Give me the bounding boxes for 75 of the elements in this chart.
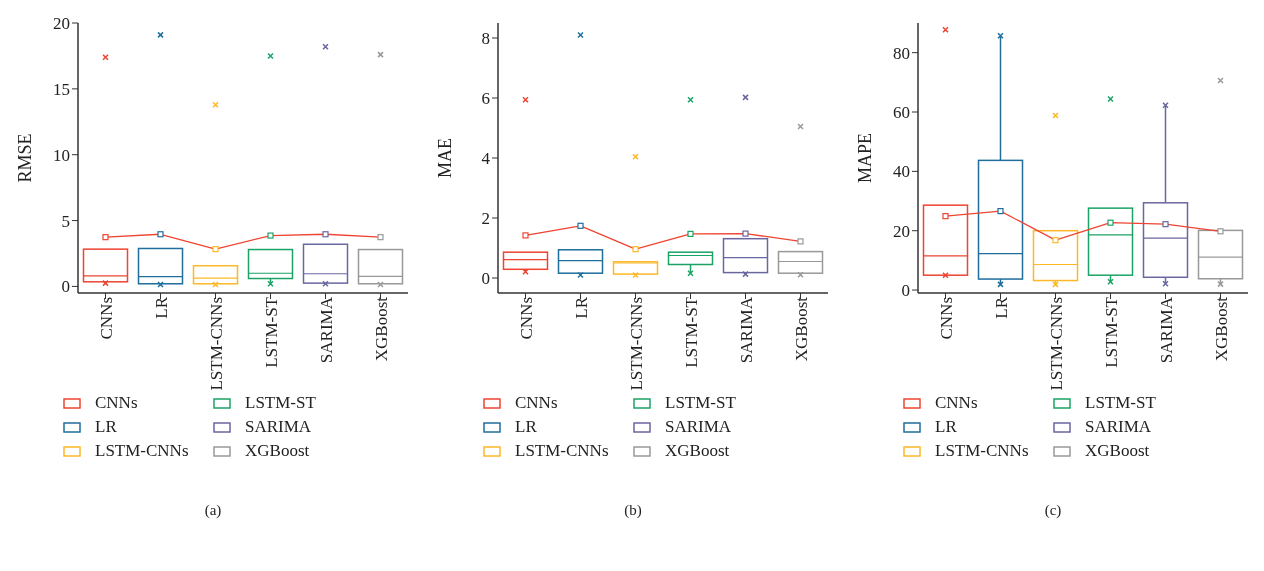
x-tick-label: LSTM-CNNs bbox=[1046, 297, 1066, 391]
y-tick-label: 5 bbox=[61, 211, 70, 231]
text: (a) bbox=[203, 502, 223, 519]
legend-label: SARIMA bbox=[1085, 417, 1152, 437]
point bbox=[212, 246, 219, 253]
x-tick-label: XGBoost bbox=[371, 296, 391, 362]
legend-label: CNNs bbox=[515, 393, 558, 413]
y-tick-label: 20 bbox=[53, 14, 70, 34]
y-tick-label: 80 bbox=[893, 43, 910, 63]
legend-label: XGBoost bbox=[665, 441, 730, 461]
point bbox=[797, 238, 804, 245]
point bbox=[157, 231, 164, 238]
point bbox=[577, 222, 584, 229]
y-tick-label: 2 bbox=[481, 209, 490, 229]
y-tick-label: 0 bbox=[481, 269, 490, 289]
x-tick-label: LSTM-CNNs bbox=[206, 297, 226, 391]
legend-label: LSTM-CNNs bbox=[935, 441, 1029, 461]
point bbox=[1162, 221, 1169, 228]
point bbox=[632, 246, 639, 253]
point bbox=[742, 230, 749, 237]
point bbox=[1217, 228, 1224, 235]
point bbox=[1107, 219, 1114, 226]
x-tick-label: XGBoost bbox=[791, 296, 811, 362]
x-tick-label: SARIMA bbox=[736, 296, 756, 364]
point bbox=[1052, 237, 1059, 244]
x-tick-label: SARIMA bbox=[1156, 296, 1176, 364]
y-tick-label: 6 bbox=[481, 89, 490, 109]
legend-label: SARIMA bbox=[665, 417, 732, 437]
x-tick-label: LR bbox=[151, 296, 171, 319]
y-tick-label: 20 bbox=[893, 221, 910, 241]
legend-label: LSTM-ST bbox=[665, 393, 736, 413]
x-tick-label: LSTM-ST bbox=[681, 296, 701, 368]
legend-label: XGBoost bbox=[245, 441, 310, 461]
x-tick-label: CNNs bbox=[96, 297, 116, 340]
y-axis-title: MAPE bbox=[855, 132, 876, 184]
legend-label: LSTM-CNNs bbox=[515, 441, 609, 461]
y-tick-label: 0 bbox=[61, 277, 70, 297]
x-tick-label: LSTM-ST bbox=[261, 296, 281, 368]
point bbox=[267, 232, 274, 239]
y-tick-label: 0 bbox=[901, 281, 910, 301]
point bbox=[377, 234, 384, 241]
y-tick-label: 4 bbox=[481, 149, 491, 169]
x-tick-label: LR bbox=[571, 296, 591, 319]
point bbox=[522, 232, 529, 239]
legend-label: LR bbox=[515, 417, 537, 437]
text: (b) bbox=[623, 502, 643, 519]
y-tick-label: 8 bbox=[481, 29, 490, 49]
legend-label: LR bbox=[935, 417, 957, 437]
x-tick-label: XGBoost bbox=[1211, 296, 1231, 362]
legend-label: CNNs bbox=[935, 393, 978, 413]
legend-label: LSTM-ST bbox=[245, 393, 316, 413]
y-axis-title: MAE bbox=[435, 138, 456, 178]
point bbox=[997, 208, 1004, 215]
x-tick-label: CNNs bbox=[936, 297, 956, 340]
legend-label: LSTM-CNNs bbox=[95, 441, 189, 461]
legend-label: SARIMA bbox=[245, 417, 312, 437]
x-tick-label: LSTM-ST bbox=[1101, 296, 1121, 368]
legend-label: XGBoost bbox=[1085, 441, 1150, 461]
point bbox=[102, 234, 109, 241]
point bbox=[687, 230, 694, 237]
text: (c) bbox=[1043, 502, 1063, 519]
x-tick-label: CNNs bbox=[516, 297, 536, 340]
y-tick-label: 60 bbox=[893, 103, 910, 123]
x-tick-label: LR bbox=[991, 296, 1011, 319]
y-tick-label: 15 bbox=[53, 79, 70, 99]
point bbox=[942, 213, 949, 220]
y-axis-title: RMSE bbox=[15, 133, 36, 183]
legend-label: LSTM-ST bbox=[1085, 393, 1156, 413]
legend-label: LR bbox=[95, 417, 117, 437]
legend-label: CNNs bbox=[95, 393, 138, 413]
y-tick-label: 10 bbox=[53, 145, 70, 165]
y-tick-label: 40 bbox=[893, 162, 910, 182]
x-tick-label: SARIMA bbox=[316, 296, 336, 364]
point bbox=[322, 231, 329, 238]
x-tick-label: LSTM-CNNs bbox=[626, 297, 646, 391]
